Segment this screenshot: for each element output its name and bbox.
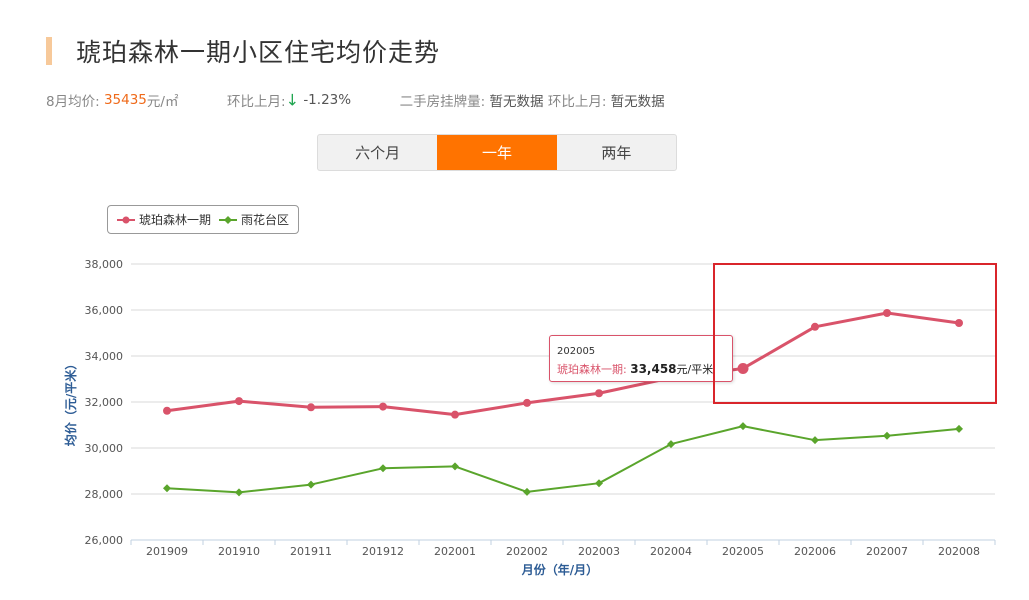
- series-line-2: [166, 425, 960, 494]
- tooltip-x-label: 202005: [557, 346, 596, 357]
- title-accent-bar: [46, 37, 52, 65]
- series-2-point: [667, 440, 675, 449]
- series-2-point: [163, 484, 171, 493]
- series-2-point: [523, 487, 531, 496]
- period-tabs: 六个月 一年 两年: [317, 134, 677, 171]
- y-tick-label: 30,000: [85, 442, 124, 455]
- x-tick-label: 202004: [650, 545, 692, 558]
- tooltip-unit: 元/平米: [676, 363, 714, 376]
- series-1-point: [235, 397, 243, 406]
- series-1-point: [523, 398, 531, 407]
- series-1-point: [451, 410, 459, 419]
- tooltip-series-name: 琥珀森林一期:: [557, 363, 627, 376]
- series-2-point: [235, 488, 243, 497]
- avg-price-value: 35435: [103, 92, 147, 108]
- y-axis-title: 均价（元/平米）: [63, 358, 78, 446]
- highlight-annotation-box: [713, 263, 997, 404]
- page-title: 琥珀森林一期小区住宅均价走势: [76, 38, 441, 67]
- x-tick-label: 202008: [938, 545, 980, 558]
- series-2-point: [811, 436, 819, 445]
- y-tick-label: 38,000: [85, 258, 124, 271]
- avg-price-unit: 元/㎡: [146, 94, 179, 110]
- tooltip-value-line: 琥珀森林一期: 33,458元/平米: [557, 361, 713, 377]
- legend-label-series-2: 雨花台区: [241, 213, 290, 227]
- x-tick-label: 202007: [866, 545, 908, 558]
- x-tick-label: 201912: [362, 545, 404, 558]
- x-tick-label: 202005: [722, 545, 764, 558]
- mom-value: -1.23%: [303, 92, 352, 108]
- x-tick-label: 201909: [146, 545, 188, 558]
- price-stats: 8月均价: 35435元/㎡ 环比上月:↓ -1.23% 二手房挂牌量: 暂无数…: [46, 90, 665, 111]
- tooltip-value: 33,458: [630, 362, 677, 376]
- series-1-point: [595, 389, 603, 398]
- series-1-point: [163, 406, 171, 415]
- y-tick-label: 28,000: [85, 488, 124, 501]
- series-2-point: [955, 424, 963, 433]
- x-tick-label: 202006: [794, 545, 836, 558]
- x-tick-label: 202002: [506, 545, 548, 558]
- tab-one-year[interactable]: 一年: [437, 135, 557, 170]
- series-2-point: [451, 462, 459, 471]
- series-2-point: [883, 431, 891, 440]
- series-1-point: [379, 402, 387, 411]
- legend-item-series-1[interactable]: 琥珀森林一期: [117, 211, 211, 228]
- series-2-point: [739, 422, 747, 431]
- y-tick-label: 32,000: [85, 396, 124, 409]
- listing-mom-value: 暂无数据: [610, 94, 665, 110]
- series-2-point: [379, 464, 387, 473]
- y-tick-label: 36,000: [85, 304, 124, 317]
- series-1-point: [955, 318, 963, 327]
- legend-item-series-2[interactable]: 雨花台区: [219, 211, 289, 228]
- series-1-point: [737, 362, 749, 374]
- series-1-point: [307, 403, 315, 412]
- listing-value: 暂无数据: [489, 94, 544, 110]
- avg-price-label: 8月均价:: [46, 94, 100, 110]
- chart-tooltip: 202005 琥珀森林一期: 33,458元/平米: [549, 335, 733, 382]
- tab-six-months[interactable]: 六个月: [355, 144, 401, 162]
- series-1-point: [883, 308, 891, 317]
- series-1-point: [811, 322, 819, 331]
- x-axis-title: 月份（年/月）: [521, 562, 598, 577]
- tab-two-years[interactable]: 两年: [601, 144, 632, 162]
- x-tick-label: 202001: [434, 545, 476, 558]
- down-arrow-icon: ↓: [285, 90, 300, 110]
- circle-marker-icon: [117, 216, 135, 223]
- series-line-1: [166, 311, 960, 417]
- x-tick-label: 201910: [218, 545, 260, 558]
- series-2-point: [307, 480, 315, 489]
- y-tick-label: 26,000: [85, 534, 124, 547]
- x-tick-label: 202003: [578, 545, 620, 558]
- chart-legend: 琥珀森林一期 雨花台区: [107, 205, 300, 234]
- x-tick-label: 201911: [290, 545, 332, 558]
- mom-label: 环比上月:: [227, 94, 286, 110]
- page-header: 琥珀森林一期小区住宅均价走势: [46, 34, 440, 68]
- listing-mom-label: 环比上月:: [547, 94, 607, 110]
- listing-label: 二手房挂牌量:: [399, 94, 486, 110]
- y-tick-label: 34,000: [85, 350, 124, 363]
- series-2-point: [595, 479, 603, 488]
- legend-label-series-1: 琥珀森林一期: [139, 213, 212, 227]
- diamond-marker-icon: [219, 215, 238, 224]
